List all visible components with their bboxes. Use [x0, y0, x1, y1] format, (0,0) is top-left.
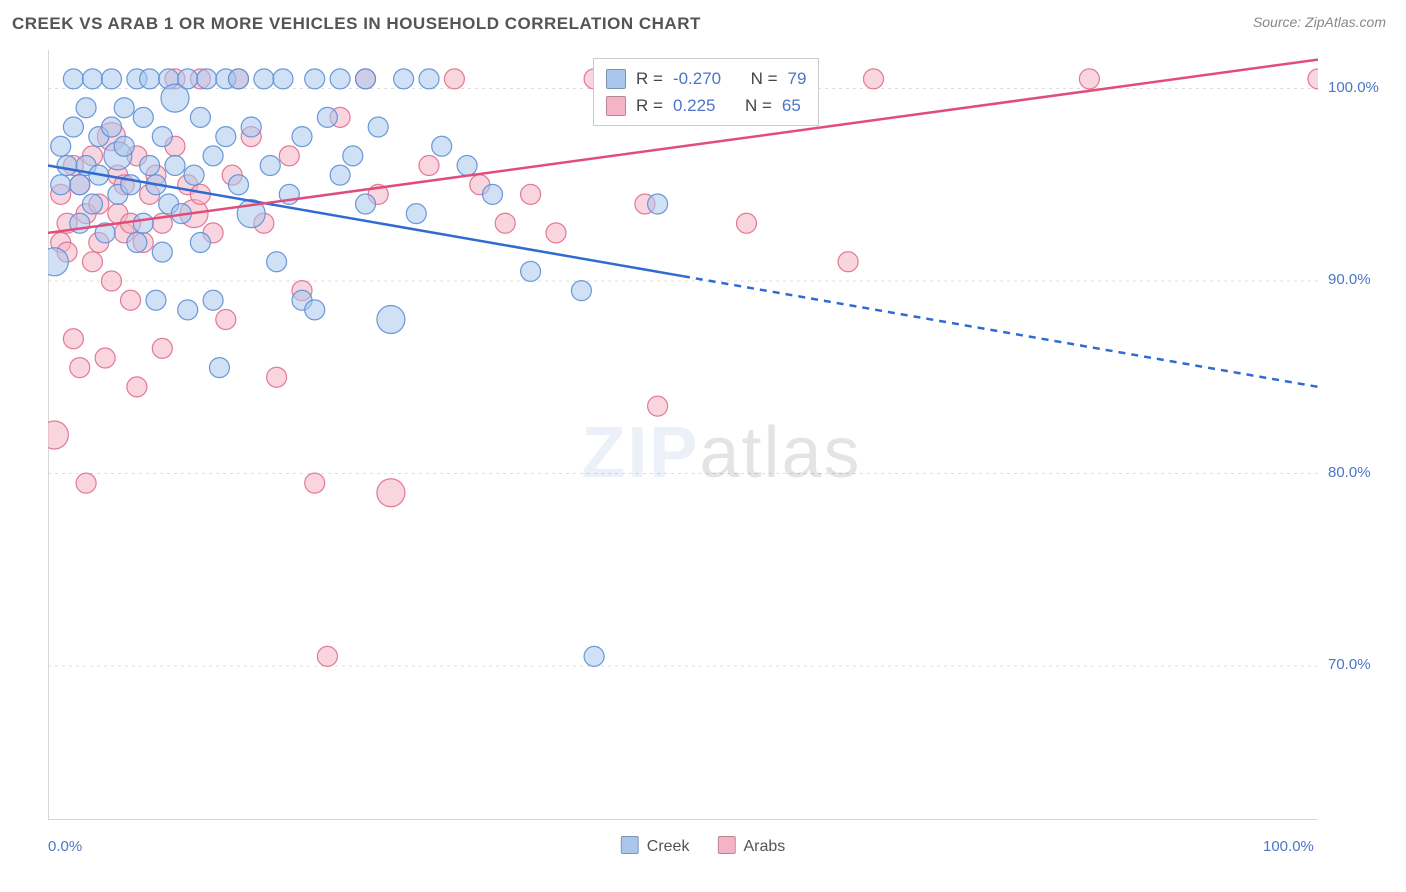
- stats-n-label: N =: [745, 92, 772, 119]
- legend-swatch: [717, 836, 735, 854]
- stats-r-label: R =: [636, 65, 663, 92]
- stats-n-value: 79: [788, 65, 807, 92]
- legend-item: Arabs: [717, 836, 785, 856]
- stats-swatch: [606, 96, 626, 116]
- y-tick-label: 70.0%: [1328, 656, 1371, 673]
- x-tick-label: 0.0%: [48, 838, 82, 855]
- legend-label: Arabs: [743, 838, 785, 855]
- bottom-legend: Creek Arabs: [621, 836, 785, 856]
- stats-row: R = -0.270 N = 79: [606, 65, 806, 92]
- scatter-plot: [48, 50, 1318, 820]
- stats-swatch: [606, 69, 626, 89]
- legend-item: Creek: [621, 836, 690, 856]
- stats-row: R = 0.225 N = 65: [606, 92, 806, 119]
- stats-n-value: 65: [782, 92, 801, 119]
- y-tick-label: 80.0%: [1328, 464, 1371, 481]
- legend-swatch: [621, 836, 639, 854]
- y-tick-label: 90.0%: [1328, 271, 1371, 288]
- source-attribution: Source: ZipAtlas.com: [1253, 14, 1386, 30]
- chart-title: CREEK VS ARAB 1 OR MORE VEHICLES IN HOUS…: [12, 14, 701, 34]
- stats-r-value: 0.225: [673, 92, 716, 119]
- y-tick-label: 100.0%: [1328, 79, 1379, 96]
- chart-container: CREEK VS ARAB 1 OR MORE VEHICLES IN HOUS…: [0, 0, 1406, 892]
- legend-label: Creek: [647, 838, 690, 855]
- stats-r-label: R =: [636, 92, 663, 119]
- x-tick-label: 100.0%: [1263, 838, 1314, 855]
- correlation-stats-box: R =-0.270 N =79R = 0.225 N =65: [593, 58, 819, 126]
- stats-n-label: N =: [751, 65, 778, 92]
- stats-r-value: -0.270: [673, 65, 721, 92]
